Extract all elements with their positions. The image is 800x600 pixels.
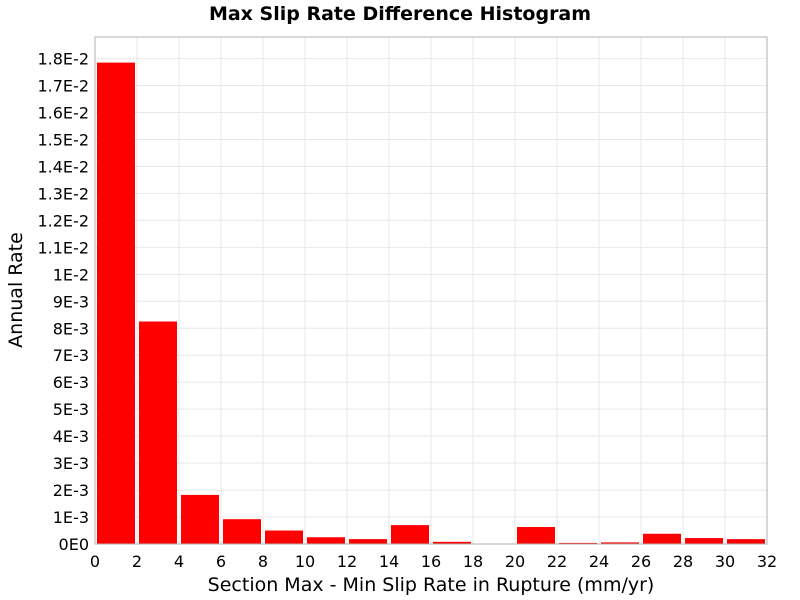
y-tick-label: 1.2E-2 — [37, 211, 89, 230]
x-tick-label: 20 — [505, 552, 525, 571]
y-tick-label: 7E-3 — [53, 346, 89, 365]
y-tick-label: 1E-2 — [53, 265, 89, 284]
histogram-bar — [727, 539, 765, 544]
x-tick-label: 4 — [174, 552, 184, 571]
x-tick-label: 28 — [673, 552, 693, 571]
x-tick-label: 14 — [379, 552, 399, 571]
x-tick-label: 24 — [589, 552, 609, 571]
histogram-bar — [223, 519, 261, 544]
x-tick-label: 30 — [715, 552, 735, 571]
y-tick-label: 1.1E-2 — [37, 238, 89, 257]
y-tick-label: 3E-3 — [53, 454, 89, 473]
x-axis-label: Section Max - Min Slip Rate in Rupture (… — [208, 574, 655, 596]
y-tick-label: 0E0 — [59, 535, 89, 554]
x-tick-label: 2 — [132, 552, 142, 571]
x-tick-label: 18 — [463, 552, 483, 571]
x-tick-label: 0 — [90, 552, 100, 571]
histogram-bar — [349, 539, 387, 544]
grid — [94, 37, 768, 545]
histogram-bar — [559, 542, 597, 544]
y-axis-label: Annual Rate — [5, 232, 27, 348]
x-tick-label: 16 — [421, 552, 441, 571]
y-tick-label: 4E-3 — [53, 427, 89, 446]
histogram-bar — [139, 321, 177, 544]
histogram-bar — [391, 525, 429, 544]
bars — [97, 62, 765, 544]
x-tick-label: 10 — [295, 552, 315, 571]
y-tick-label: 6E-3 — [53, 373, 89, 392]
histogram-bar — [517, 527, 555, 544]
x-tick-label: 32 — [757, 552, 777, 571]
y-tick-label: 1E-3 — [53, 508, 89, 527]
y-tick-label: 1.3E-2 — [37, 184, 89, 203]
y-tick-label: 1.6E-2 — [37, 104, 89, 123]
y-tick-label: 1.5E-2 — [37, 130, 89, 149]
x-tick-label: 12 — [337, 552, 357, 571]
y-tick-label: 8E-3 — [53, 319, 89, 338]
y-axis-ticks: 0E0 1E-3 2E-3 3E-3 4E-3 5E-3 6E-3 7E-3 8E-3 9E-3 1… — [37, 50, 89, 554]
y-tick-label: 5E-3 — [53, 400, 89, 419]
histogram-bar — [265, 530, 303, 544]
x-tick-label: 22 — [547, 552, 567, 571]
histogram-bar — [181, 494, 219, 544]
histogram-bar — [685, 538, 723, 544]
y-tick-label: 1.7E-2 — [37, 77, 89, 96]
y-tick-label: 1.4E-2 — [37, 157, 89, 176]
x-tick-label: 6 — [216, 552, 226, 571]
x-tick-label: 26 — [631, 552, 651, 571]
x-tick-label: 8 — [258, 552, 268, 571]
y-tick-label: 2E-3 — [53, 481, 89, 500]
plot-frame — [94, 36, 768, 545]
histogram-bar — [601, 542, 639, 544]
histogram-bar — [97, 62, 135, 544]
histogram-bar — [643, 533, 681, 544]
y-tick-label: 9E-3 — [53, 292, 89, 311]
histogram-bar — [307, 537, 345, 544]
x-axis-ticks: 0 2 4 6 8 10 12 14 16 18 20 22 24 26 28 30 32 — [90, 552, 777, 571]
chart-title: Max Slip Rate Difference Histogram — [209, 3, 591, 25]
y-tick-label: 1.8E-2 — [37, 50, 89, 69]
histogram-bar — [433, 541, 471, 544]
